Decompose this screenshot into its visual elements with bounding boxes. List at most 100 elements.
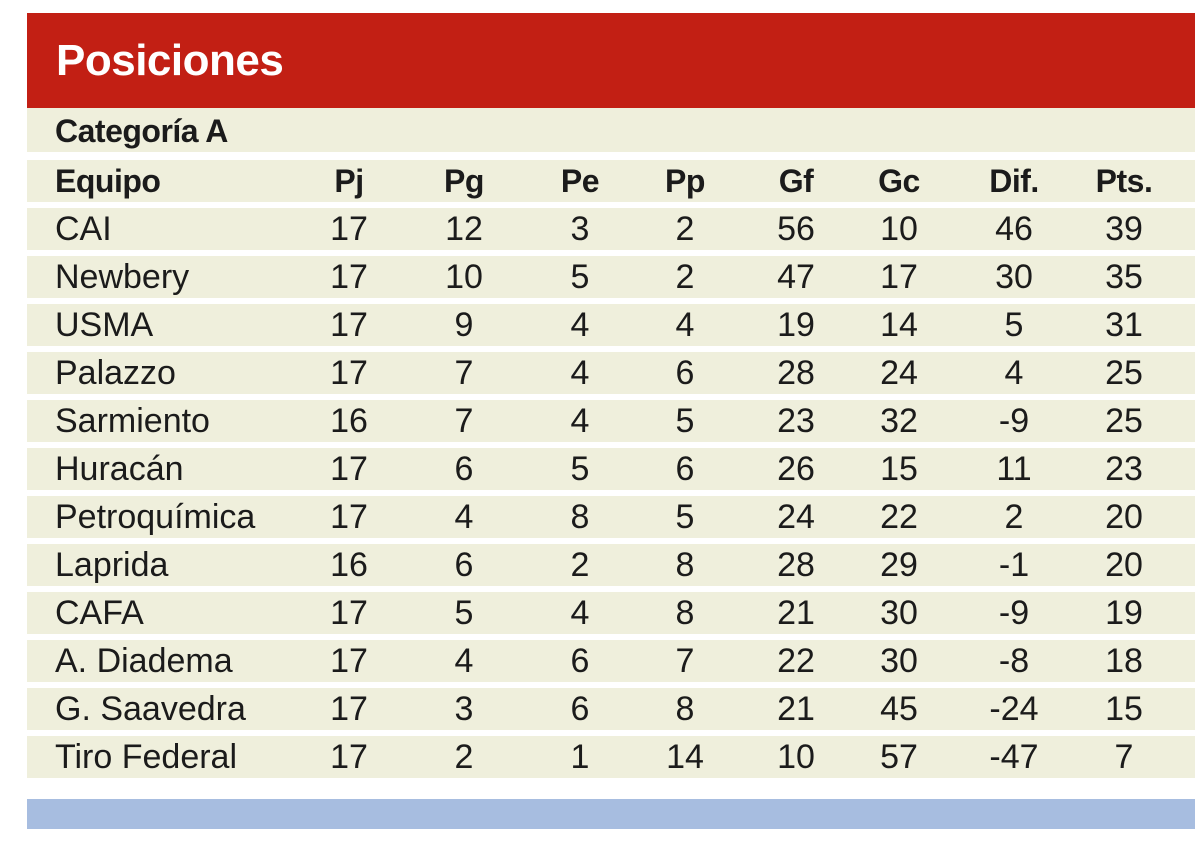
cell-pe: 4 <box>570 402 590 440</box>
cell-pe: 2 <box>570 546 590 584</box>
cell-pp: 5 <box>675 402 695 440</box>
cell-gf: 47 <box>777 258 815 296</box>
cell-pg: 6 <box>454 546 474 584</box>
table-row: CAFA 17 5 4 8 21 30 -9 19 <box>27 592 1195 634</box>
cell-gf: 19 <box>777 306 815 344</box>
footer-bar <box>27 799 1195 829</box>
cell-pp: 8 <box>675 546 695 584</box>
table-row: CAI 17 12 3 2 56 10 46 39 <box>27 208 1195 250</box>
cell-team: CAI <box>55 210 112 248</box>
cell-pp: 14 <box>666 738 704 776</box>
cell-dif: 11 <box>996 450 1032 488</box>
cell-team: Newbery <box>55 258 190 296</box>
cell-team: A. Diadema <box>55 642 233 680</box>
cell-pe: 5 <box>570 450 590 488</box>
cell-pts: 7 <box>1114 738 1134 776</box>
cell-pe: 8 <box>570 498 590 536</box>
cell-team: CAFA <box>55 594 144 632</box>
cell-dif: 2 <box>1004 498 1024 536</box>
category-label: Categoría A <box>55 113 228 149</box>
cell-pts: 15 <box>1105 690 1143 728</box>
cell-pj: 17 <box>330 594 368 632</box>
cell-dif: 46 <box>995 210 1033 248</box>
title-bar: Posiciones <box>27 13 1195 108</box>
cell-gc: 32 <box>880 402 918 440</box>
header-gc: Gc <box>878 163 920 199</box>
cell-pe: 6 <box>570 690 590 728</box>
table-row: Petroquímica 17 4 8 5 24 22 2 20 <box>27 496 1195 538</box>
cell-dif: 4 <box>1004 354 1024 392</box>
table-row: USMA 17 9 4 4 19 14 5 31 <box>27 304 1195 346</box>
cell-pts: 31 <box>1105 306 1143 344</box>
cell-pj: 17 <box>330 738 368 776</box>
cell-pts: 39 <box>1105 210 1143 248</box>
cell-dif: 30 <box>995 258 1033 296</box>
table-row: Huracán 17 6 5 6 26 15 11 23 <box>27 448 1195 490</box>
header-gf: Gf <box>778 163 814 199</box>
header-dif: Dif. <box>989 163 1039 199</box>
cell-gc: 15 <box>880 450 918 488</box>
table-row: Sarmiento 16 7 4 5 23 32 -9 25 <box>27 400 1195 442</box>
cell-pj: 17 <box>330 498 368 536</box>
cell-pp: 8 <box>675 594 695 632</box>
cell-pts: 19 <box>1105 594 1143 632</box>
cell-pj: 16 <box>330 402 368 440</box>
header-pp: Pp <box>665 163 705 199</box>
cell-dif: 5 <box>1004 306 1024 344</box>
table-row: Palazzo 17 7 4 6 28 24 4 25 <box>27 352 1195 394</box>
cell-gc: 30 <box>880 594 918 632</box>
cell-pj: 17 <box>330 690 368 728</box>
cell-dif: -9 <box>998 402 1030 440</box>
cell-pp: 5 <box>675 498 695 536</box>
cell-gf: 56 <box>777 210 815 248</box>
cell-pp: 4 <box>675 306 695 344</box>
cell-dif: -47 <box>989 738 1039 776</box>
cell-pts: 25 <box>1105 402 1143 440</box>
cell-gc: 14 <box>880 306 918 344</box>
cell-gf: 28 <box>777 546 815 584</box>
cell-team: Laprida <box>55 546 169 584</box>
cell-dif: -8 <box>998 642 1030 680</box>
cell-gc: 17 <box>880 258 918 296</box>
cell-dif: -24 <box>989 690 1039 728</box>
cell-pp: 6 <box>675 450 695 488</box>
cell-gf: 21 <box>777 690 815 728</box>
cell-dif: -9 <box>998 594 1030 632</box>
cell-pe: 4 <box>570 306 590 344</box>
cell-team: Sarmiento <box>55 402 210 440</box>
cell-pg: 2 <box>454 738 474 776</box>
cell-gc: 57 <box>880 738 918 776</box>
cell-pj: 17 <box>330 306 368 344</box>
cell-team: G. Saavedra <box>55 690 246 728</box>
cell-pg: 7 <box>454 402 474 440</box>
cell-gc: 24 <box>880 354 918 392</box>
cell-pts: 20 <box>1105 546 1143 584</box>
cell-team: Petroquímica <box>55 498 256 536</box>
cell-pe: 4 <box>570 354 590 392</box>
cell-pe: 5 <box>570 258 590 296</box>
cell-pp: 6 <box>675 354 695 392</box>
cell-pp: 2 <box>675 258 695 296</box>
header-pe: Pe <box>560 163 600 199</box>
cell-gf: 21 <box>777 594 815 632</box>
header-pj: Pj <box>334 163 364 199</box>
cell-team: Huracán <box>55 450 184 488</box>
table-row: Laprida 16 6 2 8 28 29 -1 20 <box>27 544 1195 586</box>
category-bar: Categoría A <box>27 108 1195 152</box>
table-row: Tiro Federal 17 2 1 14 10 57 -47 7 <box>27 736 1195 778</box>
table-row: Newbery 17 10 5 2 47 17 30 35 <box>27 256 1195 298</box>
cell-pg: 9 <box>454 306 474 344</box>
cell-pj: 17 <box>330 354 368 392</box>
cell-pe: 4 <box>570 594 590 632</box>
standings-widget: Posiciones Categoría A Equipo Pj Pg Pe Pp Gf G… <box>27 13 1195 834</box>
header-pg: Pg <box>444 163 484 199</box>
cell-pj: 16 <box>330 546 368 584</box>
cell-pe: 1 <box>570 738 590 776</box>
table-row: G. Saavedra 17 3 6 8 21 45 -24 15 <box>27 688 1195 730</box>
cell-pg: 3 <box>454 690 474 728</box>
cell-pe: 6 <box>570 642 590 680</box>
header-team: Equipo <box>55 163 161 199</box>
cell-pp: 8 <box>675 690 695 728</box>
cell-gc: 29 <box>880 546 918 584</box>
cell-gc: 10 <box>880 210 918 248</box>
